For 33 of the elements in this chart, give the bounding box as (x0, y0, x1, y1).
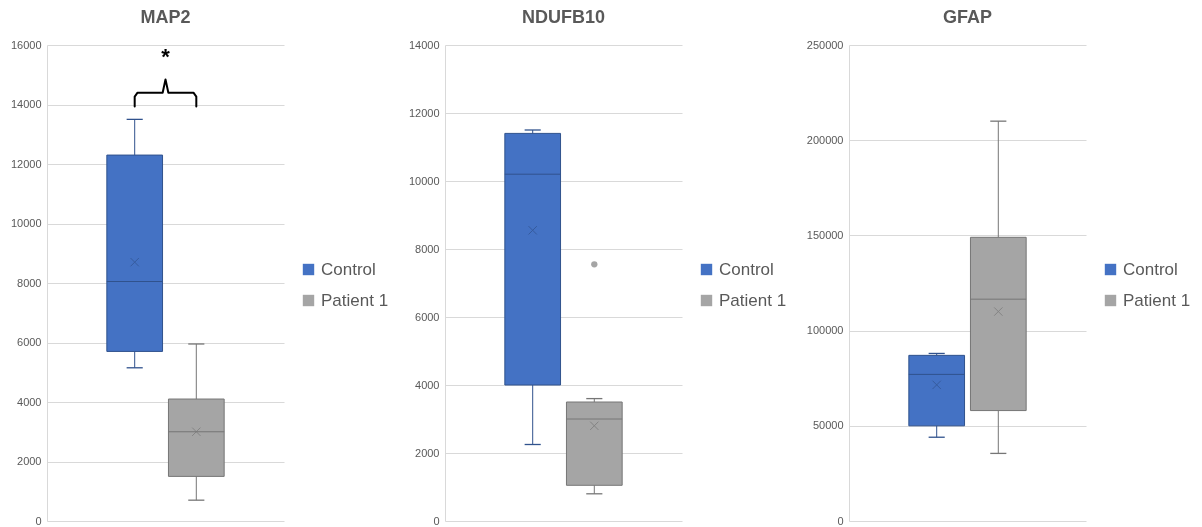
y-tick-label: 0 (35, 514, 42, 527)
legend-label: Patient 1 (321, 290, 389, 310)
y-tick-label: 0 (837, 514, 844, 527)
chart-title: MAP2 (140, 7, 191, 27)
y-tick-label: 50000 (812, 419, 844, 432)
legend-label: Patient 1 (719, 290, 787, 310)
y-tick-label: 6000 (17, 336, 42, 348)
y-tick-label: 14000 (10, 98, 42, 110)
y-tick-label: 2000 (17, 455, 42, 467)
y-tick-label: 12000 (408, 106, 440, 119)
y-tick-label: 12000 (10, 157, 42, 170)
y-tick-label: 4000 (17, 395, 42, 408)
legend-label: Control (719, 259, 774, 279)
y-tick-label: 2000 (415, 446, 440, 459)
y-tick-label: 8000 (415, 242, 440, 255)
y-tick-label: 6000 (415, 310, 440, 323)
y-tick-label: 10000 (10, 217, 42, 229)
annotation: * (161, 44, 171, 70)
y-tick-label: 10000 (408, 174, 440, 187)
legend-label: Control (321, 259, 376, 279)
y-tick-label: 4000 (415, 378, 440, 391)
y-tick-label: 8000 (17, 276, 42, 289)
chart-title: GFAP (942, 7, 993, 27)
legend-label: Patient 1 (1123, 290, 1191, 310)
y-tick-label: 16000 (10, 38, 42, 51)
y-tick-label: 0 (433, 514, 440, 527)
legend-label: Control (1123, 259, 1178, 279)
y-tick-label: 150000 (806, 228, 844, 241)
y-tick-label: 200000 (806, 133, 844, 146)
y-tick-label: 250000 (806, 38, 844, 51)
chart-title: NDUFB10 (521, 7, 606, 27)
y-tick-label: 14000 (408, 38, 440, 51)
y-tick-label: 100000 (806, 324, 844, 337)
